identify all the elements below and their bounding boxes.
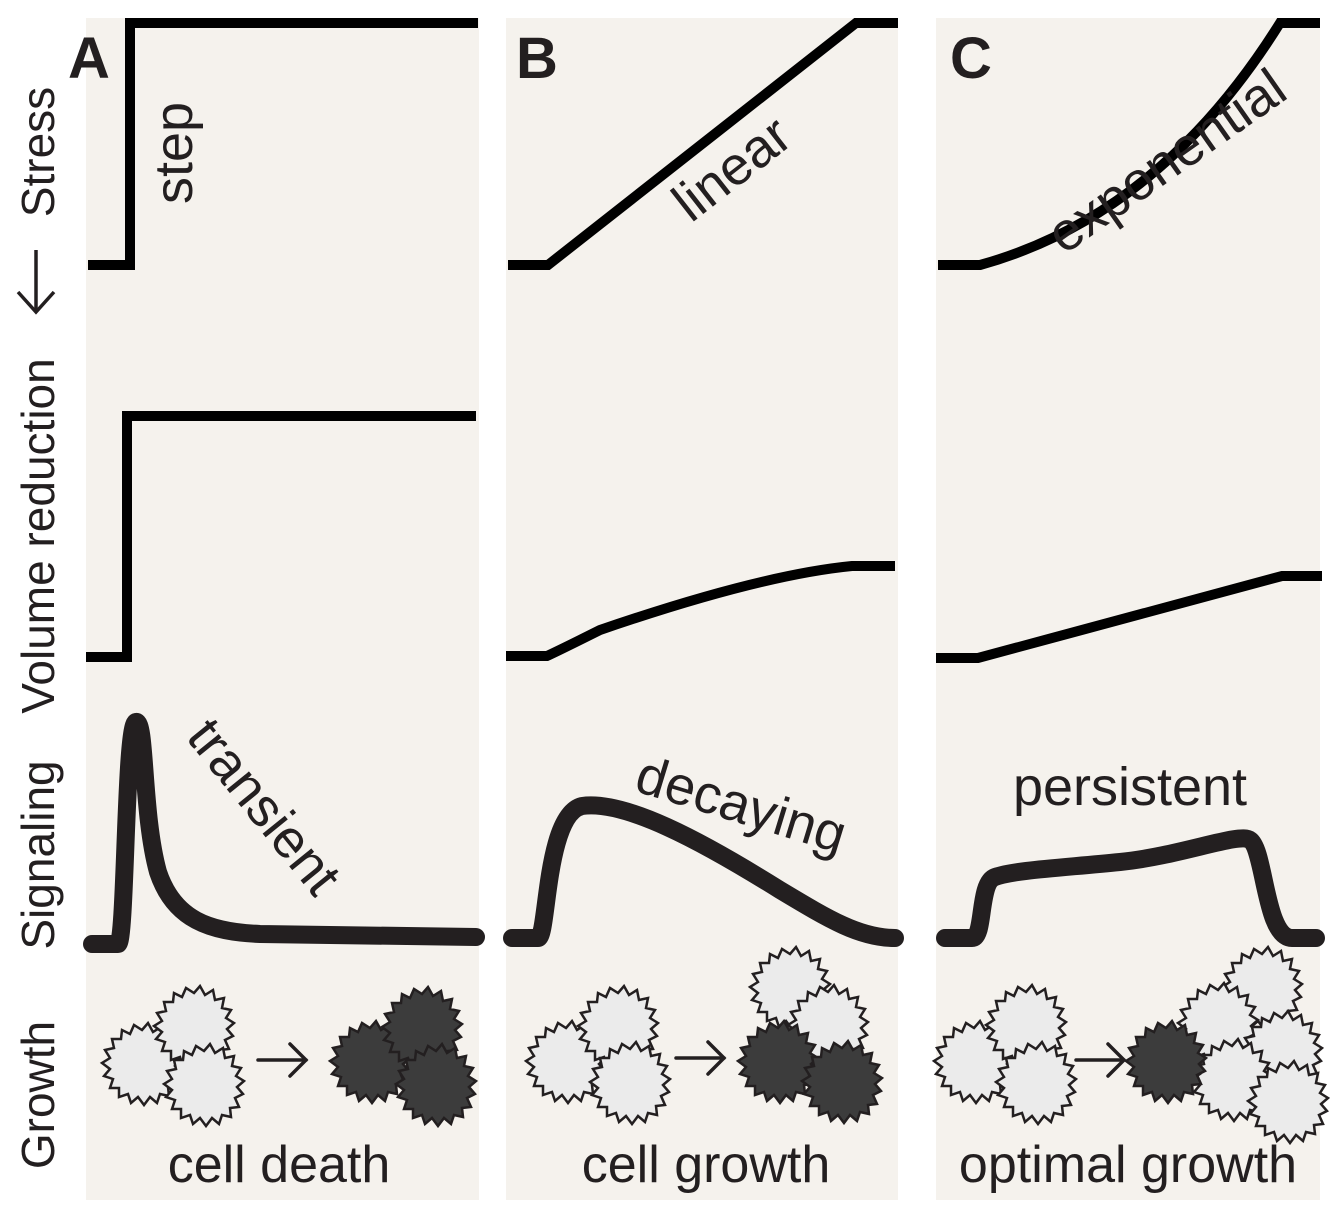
signaling-curve-transient bbox=[83, 712, 485, 953]
row-label-growth: Growth bbox=[12, 1021, 64, 1169]
signaling-label-persistent: persistent bbox=[1013, 757, 1247, 817]
down-arrow-icon bbox=[16, 250, 56, 315]
stress-curve-linear bbox=[508, 18, 898, 270]
stress-curve-exponential bbox=[938, 18, 1320, 270]
right-arrow-icon bbox=[256, 1042, 309, 1078]
caption-panel-a: cell death bbox=[168, 1136, 391, 1194]
stress-curve-step bbox=[88, 18, 478, 270]
signaling-curve-decaying bbox=[503, 796, 904, 947]
volume-curve-b bbox=[506, 561, 895, 661]
caption-panel-b: cell growth bbox=[582, 1136, 831, 1194]
row-label-signaling: Signaling bbox=[12, 760, 64, 949]
right-arrow-icon bbox=[1074, 1042, 1127, 1078]
caption-panel-c: optimal growth bbox=[959, 1136, 1297, 1194]
volume-curve-c bbox=[936, 571, 1322, 663]
signaling-curve-persistent bbox=[936, 829, 1325, 947]
right-arrow-icon bbox=[674, 1040, 727, 1076]
panel-letter-b: B bbox=[516, 26, 558, 91]
stress-label-step: step bbox=[144, 102, 204, 204]
row-label-stress: Stress bbox=[12, 87, 64, 217]
volume-curve-a bbox=[86, 411, 476, 662]
panel-letter-c: C bbox=[950, 26, 992, 91]
panel-letter-a: A bbox=[68, 26, 110, 91]
row-label-volume: Volume reduction bbox=[12, 358, 64, 713]
